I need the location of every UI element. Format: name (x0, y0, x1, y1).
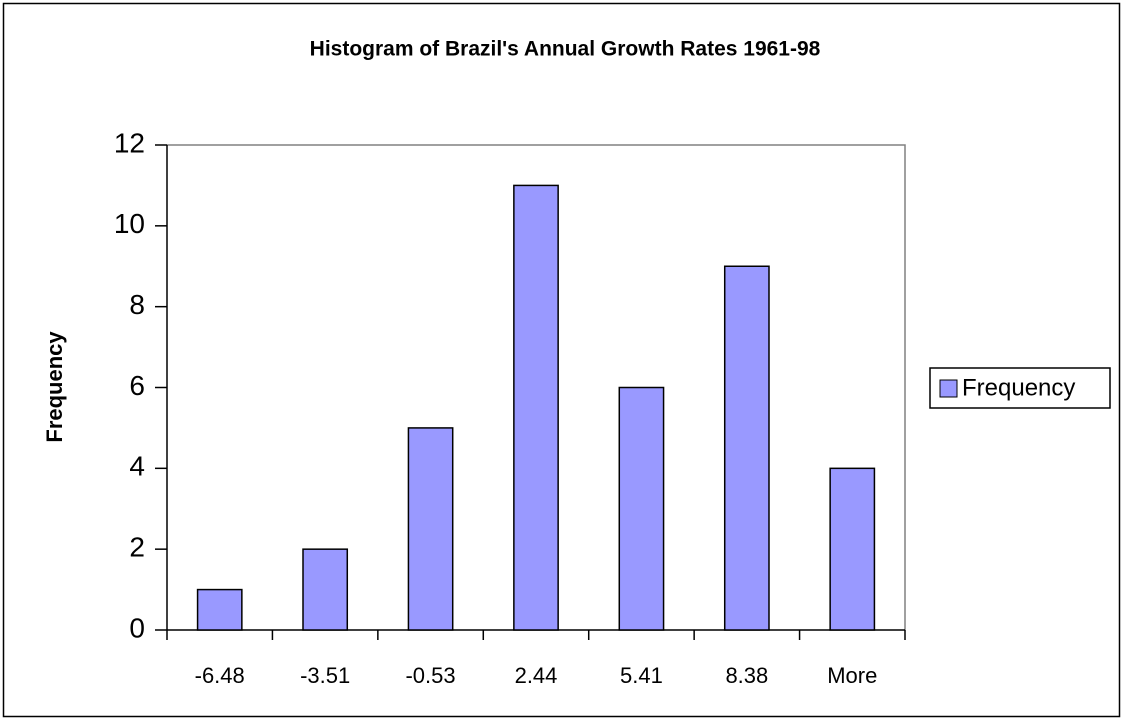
x-tick-label: -3.51 (300, 663, 350, 688)
x-tick-label: -6.48 (195, 663, 245, 688)
y-tick-label: 6 (129, 370, 145, 401)
y-tick-label: 12 (114, 127, 145, 158)
x-tick-label: More (827, 663, 877, 688)
plot-border (167, 144, 906, 630)
bar (723, 265, 770, 631)
bar (513, 184, 559, 631)
chart-title: Histogram of Brazil's Annual Growth Rate… (310, 38, 821, 61)
x-tick-label: 5.41 (620, 663, 663, 688)
bar (618, 386, 665, 631)
y-tick-label: 8 (129, 289, 145, 320)
bar (196, 588, 243, 631)
x-tick-label: 8.38 (725, 663, 768, 688)
legend-box (929, 367, 1111, 409)
y-tick-label: 0 (129, 612, 145, 643)
y-tick-label: 2 (129, 532, 145, 563)
legend-swatch (939, 379, 958, 398)
y-axis-label: Frequency (42, 331, 67, 443)
y-tick-label: 4 (129, 451, 145, 482)
bar (829, 467, 876, 631)
bar (407, 427, 454, 631)
y-tick-label: 10 (114, 208, 145, 239)
x-tick-label: 2.44 (515, 663, 558, 688)
bar (302, 548, 349, 631)
x-tick-label: -0.53 (405, 663, 455, 688)
legend-label: Frequency (962, 374, 1075, 401)
